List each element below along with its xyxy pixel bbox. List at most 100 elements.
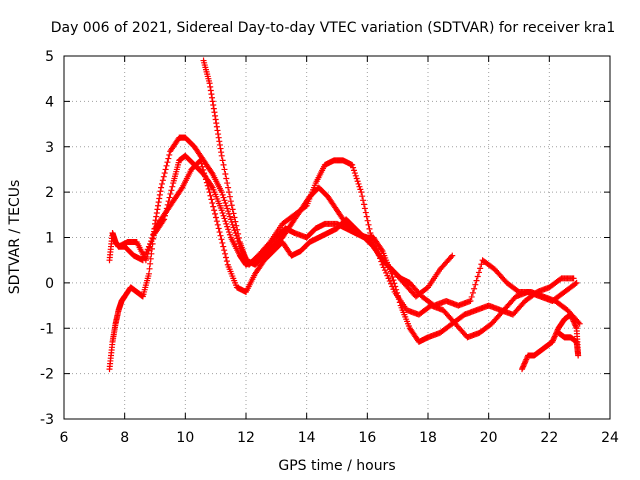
data-point (222, 250, 229, 257)
data-point (572, 280, 579, 287)
data-point (393, 286, 400, 293)
data-point (210, 102, 217, 109)
data-point (220, 243, 227, 250)
data-point (396, 299, 403, 306)
data-point (216, 141, 223, 148)
data-point (232, 229, 239, 236)
series-track-5 (519, 311, 582, 373)
data-point (228, 202, 235, 209)
data-point (362, 209, 369, 216)
y-tick-label: 5 (45, 49, 54, 65)
data-point (358, 189, 365, 196)
data-point (232, 218, 239, 225)
data-point (200, 166, 207, 173)
data-point (227, 198, 234, 205)
y-tick-label: -3 (40, 412, 54, 428)
data-point (352, 172, 359, 179)
data-point (207, 192, 214, 199)
data-point (153, 213, 160, 220)
data-point (220, 212, 227, 219)
data-point (467, 298, 474, 305)
data-point (208, 169, 215, 176)
data-point (569, 315, 576, 322)
data-point (353, 175, 360, 182)
data-point (146, 265, 153, 272)
data-point (202, 173, 209, 180)
data-point (208, 196, 215, 203)
data-point (391, 280, 398, 287)
data-point (363, 213, 370, 220)
data-point (354, 178, 361, 185)
data-point (520, 363, 527, 370)
data-point (209, 94, 216, 101)
data-point (384, 272, 391, 279)
data-point (218, 236, 225, 243)
data-point (222, 254, 229, 261)
data-point (204, 182, 211, 189)
data-point (221, 166, 228, 173)
data-point (226, 231, 233, 238)
data-point (365, 221, 372, 228)
data-point (155, 199, 162, 206)
data-point (197, 157, 204, 164)
data-point (468, 293, 475, 300)
data-point (522, 359, 529, 366)
data-point (219, 191, 226, 198)
data-point (364, 217, 371, 224)
data-point (142, 257, 149, 264)
data-point (154, 206, 161, 213)
data-point (221, 215, 228, 222)
data-point (216, 229, 223, 236)
data-point (207, 87, 214, 94)
data-point (157, 188, 164, 195)
x-axis-label: GPS time / hours (278, 458, 395, 474)
data-point (229, 221, 236, 228)
data-point (226, 189, 233, 196)
data-point (205, 185, 212, 192)
data-point (472, 281, 479, 288)
data-point (224, 205, 231, 212)
data-point (360, 197, 367, 204)
data-point (573, 279, 580, 286)
data-point (158, 184, 165, 191)
data-point (226, 229, 233, 236)
data-point (153, 209, 160, 216)
grid-lines (64, 56, 610, 419)
data-point (366, 225, 373, 232)
data-point (471, 285, 478, 292)
data-point (266, 240, 273, 247)
data-point (571, 321, 578, 328)
series-track-3 (200, 57, 577, 345)
data-point (214, 127, 221, 134)
data-point (220, 161, 227, 168)
data-point (449, 252, 456, 259)
data-point (147, 241, 154, 248)
data-point (156, 195, 163, 202)
data-point (519, 364, 526, 371)
data-point (209, 98, 216, 105)
data-point (520, 362, 527, 369)
data-point (201, 170, 208, 177)
data-point (385, 275, 392, 282)
data-point (178, 185, 185, 192)
data-point (166, 151, 173, 158)
series-track-2 (106, 134, 580, 373)
data-point (383, 269, 390, 276)
data-point (145, 270, 152, 277)
data-point (169, 183, 176, 190)
data-point (148, 238, 155, 245)
data-point (225, 208, 232, 215)
data-point (549, 338, 556, 345)
data-point (235, 230, 242, 237)
data-point (350, 164, 357, 171)
y-tick-label: 3 (45, 140, 54, 156)
data-point (359, 193, 366, 200)
data-point (223, 202, 230, 209)
data-point (389, 273, 396, 280)
data-point (477, 265, 484, 272)
data-point (569, 317, 576, 324)
data-point (568, 312, 575, 319)
y-tick-label: 1 (45, 231, 54, 247)
data-point (355, 180, 362, 187)
